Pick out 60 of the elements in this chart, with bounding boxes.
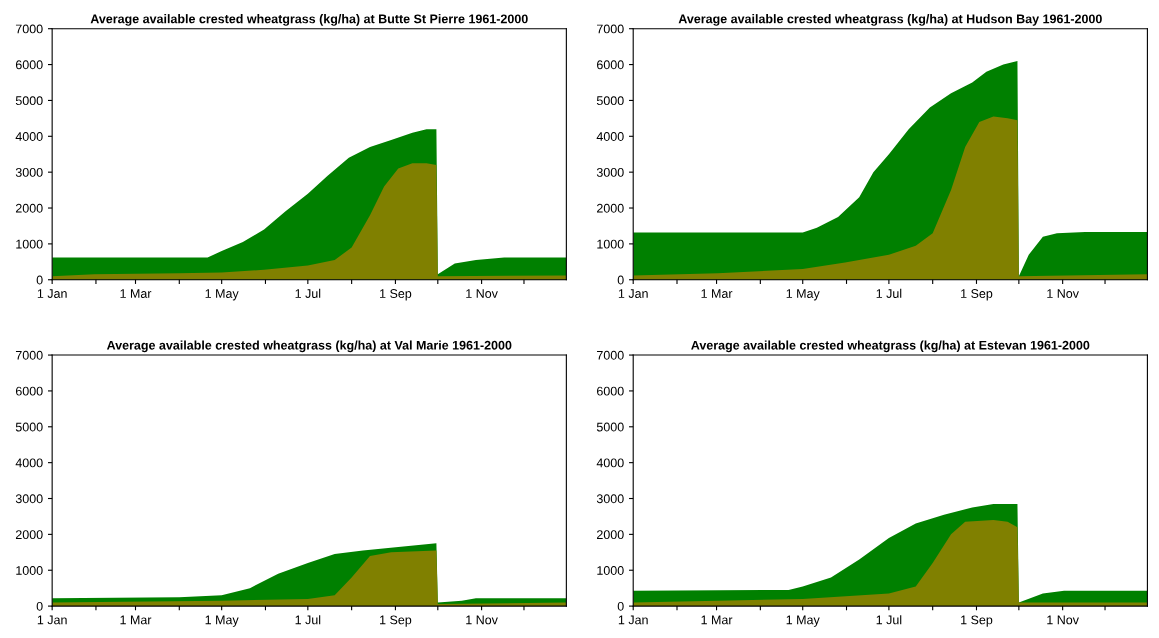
y-tick-label: 1000 — [597, 566, 624, 575]
y-tick-label: 7000 — [597, 24, 624, 34]
y-tick-label: 6000 — [597, 60, 624, 70]
y-tick-label: 6000 — [15, 386, 43, 396]
x-tick-label: 1 Sep — [380, 615, 412, 627]
x-tick-label: 1 May — [786, 615, 820, 627]
y-tick-label: 2000 — [15, 203, 43, 213]
chart-title: Average available crested wheatgrass (kg/ha) at Butte St Pierre 1961-2000 — [90, 14, 528, 26]
y-tick-label: 4000 — [596, 132, 624, 141]
x-tick-label: 1 Nov — [466, 289, 498, 298]
x-tick-label: 1 Jul — [876, 615, 902, 625]
y-tick-label: 5000 — [15, 96, 43, 106]
y-tick-label: 0 — [36, 601, 43, 611]
x-tick-label: 1 Mar — [701, 615, 733, 625]
x-tick-label: 1 Sep — [961, 615, 993, 627]
x-tick-label: 1 May — [205, 615, 239, 627]
y-tick-label: 0 — [617, 275, 624, 285]
y-tick-label: 3000 — [596, 494, 624, 504]
y-tick-label: 5000 — [15, 422, 43, 432]
y-tick-label: 2000 — [15, 530, 43, 540]
y-tick-label: 0 — [36, 275, 43, 285]
x-tick-label: 1 Sep — [380, 289, 412, 301]
x-tick-label: 1 Nov — [466, 615, 498, 625]
x-tick-label: 1 Nov — [1047, 615, 1079, 625]
x-tick-label: 1 Nov — [1047, 289, 1079, 298]
x-tick-label: 1 Jul — [295, 288, 321, 298]
y-tick-label: 3000 — [596, 167, 624, 177]
chart-title: Average available crested wheatgrass (kg/ha) at Hudson Bay 1961-2000 — [678, 14, 1102, 26]
y-tick-label: 1000 — [597, 239, 624, 249]
y-tick-label: 2000 — [597, 530, 624, 540]
y-tick-label: 5000 — [596, 96, 624, 106]
x-tick-label: 1 Jan — [37, 289, 67, 298]
x-tick-label: 1 Sep — [961, 289, 993, 301]
y-tick-label: 3000 — [15, 494, 43, 504]
y-tick-label: 4000 — [15, 132, 43, 141]
x-tick-label: 1 Mar — [120, 615, 152, 625]
x-tick-label: 1 Jul — [876, 288, 902, 298]
y-tick-label: 5000 — [596, 422, 624, 432]
x-tick-label: 1 Jan — [37, 615, 67, 625]
y-tick-label: 2000 — [597, 203, 624, 213]
x-tick-label: 1 Mar — [701, 289, 733, 298]
y-tick-label: 1000 — [16, 239, 43, 249]
y-tick-label: 6000 — [15, 60, 43, 70]
y-tick-label: 6000 — [597, 386, 624, 396]
y-tick-label: 0 — [617, 601, 624, 611]
x-tick-label: 1 Jan — [618, 289, 648, 298]
y-tick-label: 7000 — [597, 350, 624, 360]
x-tick-label: 1 Jul — [295, 615, 321, 625]
x-tick-label: 1 Jan — [618, 615, 648, 625]
x-tick-label: 1 May — [786, 289, 820, 301]
x-tick-label: 1 Mar — [120, 289, 152, 298]
chart-title: Average available crested wheatgrass (kg/ha) at Val Marie 1961-2000 — [106, 340, 512, 353]
chart-title: Average available crested wheatgrass (kg/ha) at Estevan 1961-2000 — [691, 340, 1090, 353]
y-tick-label: 7000 — [15, 24, 43, 34]
y-tick-label: 7000 — [15, 350, 43, 360]
y-tick-label: 4000 — [596, 458, 624, 468]
y-tick-label: 3000 — [15, 167, 43, 177]
y-tick-label: 1000 — [16, 566, 43, 575]
x-tick-label: 1 May — [205, 289, 239, 301]
y-tick-label: 4000 — [15, 458, 43, 468]
